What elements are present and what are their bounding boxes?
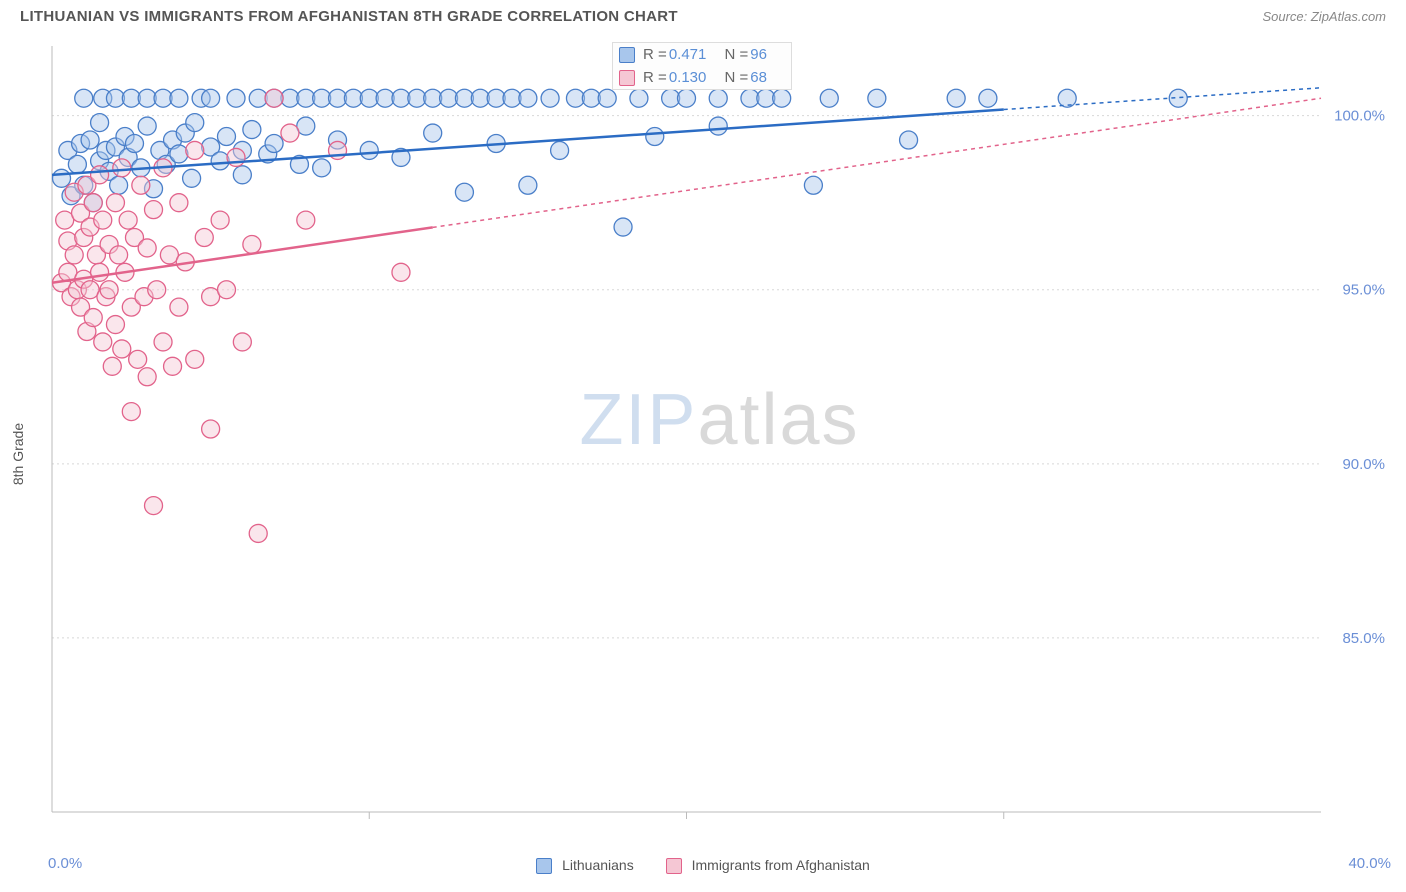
plot-area: 85.0%90.0%95.0%100.0% ZIPatlas R =0.471 … <box>48 40 1391 832</box>
correlation-stat-box: R =0.471 N =96 R =0.130 N =68 <box>612 42 792 90</box>
stat-row: R =0.130 N =68 <box>613 66 791 89</box>
svg-text:90.0%: 90.0% <box>1342 456 1385 473</box>
svg-text:100.0%: 100.0% <box>1334 108 1385 125</box>
y-axis-label: 8th Grade <box>10 423 26 485</box>
svg-text:95.0%: 95.0% <box>1342 282 1385 299</box>
stat-swatch <box>619 47 635 63</box>
stat-row: R =0.471 N =96 <box>613 43 791 66</box>
scatter-plot-svg: 85.0% 90.0% 95.0% 100.0% <box>48 40 1391 832</box>
title-bar: LITHUANIAN VS IMMIGRANTS FROM AFGHANISTA… <box>0 0 1406 29</box>
x-axis-edge-labels: 0.0% 40.0% <box>48 855 1391 872</box>
x-min-label: 0.0% <box>48 855 82 872</box>
svg-text:85.0%: 85.0% <box>1342 630 1385 647</box>
stat-swatch <box>619 70 635 86</box>
source-label: Source: ZipAtlas.com <box>1262 9 1386 24</box>
x-max-label: 40.0% <box>1348 855 1391 872</box>
chart-title: LITHUANIAN VS IMMIGRANTS FROM AFGHANISTA… <box>20 8 678 25</box>
